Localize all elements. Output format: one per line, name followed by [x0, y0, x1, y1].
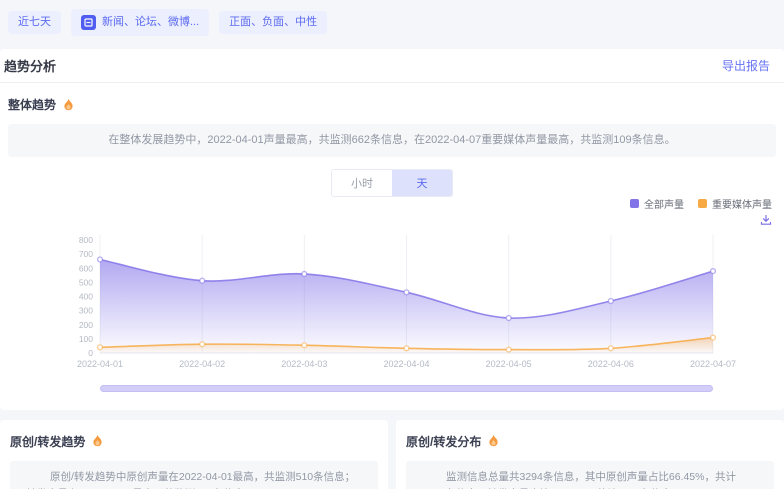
- svg-text:100: 100: [79, 333, 93, 343]
- original-repost-distribution-card: 原创/转发分布 监测信息总量共3294条信息，其中原创声量占比66.45%，共计…: [396, 419, 784, 489]
- granularity-hour-button[interactable]: 小时: [332, 169, 392, 196]
- card-title-row: 原创/转发趋势: [0, 420, 388, 459]
- svg-text:2022-04-03: 2022-04-03: [281, 359, 327, 369]
- original-repost-trend-card: 原创/转发趋势 原创/转发趋势中原创声量在2022-04-01最高，共监测510…: [0, 419, 388, 489]
- legend-marker: [630, 199, 639, 208]
- granularity-day-button[interactable]: 天: [392, 169, 452, 196]
- original-repost-distribution-title: 原创/转发分布: [406, 434, 482, 449]
- legend-marker: [698, 199, 707, 208]
- hot-icon: [62, 98, 75, 112]
- legend-item-0[interactable]: 全部声量: [630, 196, 684, 211]
- filter-bar: 近七天 新闻、论坛、微博... 正面、负面、中性: [0, 0, 784, 43]
- hot-icon: [91, 434, 104, 448]
- svg-text:0: 0: [88, 348, 93, 358]
- svg-text:2022-04-01: 2022-04-01: [77, 359, 123, 369]
- filter-sources[interactable]: 新闻、论坛、微博...: [71, 9, 210, 36]
- card-title-row: 原创/转发分布: [396, 420, 784, 459]
- svg-text:600: 600: [79, 263, 93, 273]
- media-source-icon: [81, 15, 96, 30]
- svg-text:2022-04-07: 2022-04-07: [690, 359, 736, 369]
- filter-date-range[interactable]: 近七天: [8, 11, 61, 34]
- trend-analysis-card: 趋势分析 导出报告 整体趋势 在整体发展趋势中，2022-04-01声量最高，共…: [0, 49, 784, 410]
- svg-text:700: 700: [79, 249, 93, 259]
- legend-label: 重要媒体声量: [712, 200, 772, 211]
- export-report-link[interactable]: 导出报告: [721, 59, 770, 73]
- filter-date-range-label: 近七天: [18, 16, 51, 28]
- svg-text:2022-04-05: 2022-04-05: [486, 359, 532, 369]
- filter-sentiment-label: 正面、负面、中性: [229, 16, 318, 28]
- legend-item-1[interactable]: 重要媒体声量: [698, 196, 772, 211]
- overall-trend-title: 整体趋势: [8, 98, 57, 112]
- overall-trend-title-row: 整体趋势: [0, 83, 784, 122]
- filter-sources-label: 新闻、论坛、微博...: [102, 16, 200, 28]
- card-header: 趋势分析 导出报告: [0, 49, 784, 83]
- granularity-toggle-row: 小时 天: [0, 168, 784, 197]
- svg-text:500: 500: [79, 277, 93, 287]
- download-chart-icon[interactable]: [760, 214, 772, 226]
- granularity-toggle: 小时 天: [331, 168, 453, 197]
- legend-label: 全部声量: [644, 200, 684, 211]
- original-repost-trend-summary: 原创/转发趋势中原创声量在2022-04-01最高，共监测510条信息；转发声量…: [10, 460, 378, 489]
- trend-area-chart: 0 100 200 300 400 500 600 700 800 2022-04-01 2022-…: [77, 234, 736, 369]
- svg-text:400: 400: [79, 291, 93, 301]
- svg-text:2022-04-04: 2022-04-04: [383, 359, 429, 369]
- datazoom-track: [100, 384, 713, 392]
- original-repost-distribution-summary: 监测信息总量共3294条信息，其中原创声量占比66.45%，共计2189条信息；…: [406, 460, 774, 489]
- original-repost-trend-title: 原创/转发趋势: [10, 434, 86, 449]
- chart-legend: 全部声量 重要媒体声量: [630, 197, 772, 211]
- legend-wrap: 全部声量 重要媒体声量: [0, 197, 784, 226]
- svg-text:200: 200: [79, 319, 93, 329]
- filter-sentiment[interactable]: 正面、负面、中性: [219, 11, 328, 34]
- datazoom-slider[interactable]: [100, 384, 713, 392]
- svg-text:800: 800: [79, 235, 93, 245]
- svg-text:2022-04-02: 2022-04-02: [179, 359, 225, 369]
- overall-trend-summary: 在整体发展趋势中，2022-04-01声量最高，共监测662条信息，在2022-…: [8, 124, 776, 157]
- svg-text:300: 300: [79, 305, 93, 315]
- bottom-cards-row: 原创/转发趋势 原创/转发趋势中原创声量在2022-04-01最高，共监测510…: [0, 419, 784, 489]
- hot-icon: [487, 434, 500, 448]
- page-title: 趋势分析: [4, 59, 57, 74]
- svg-text:2022-04-06: 2022-04-06: [588, 359, 634, 369]
